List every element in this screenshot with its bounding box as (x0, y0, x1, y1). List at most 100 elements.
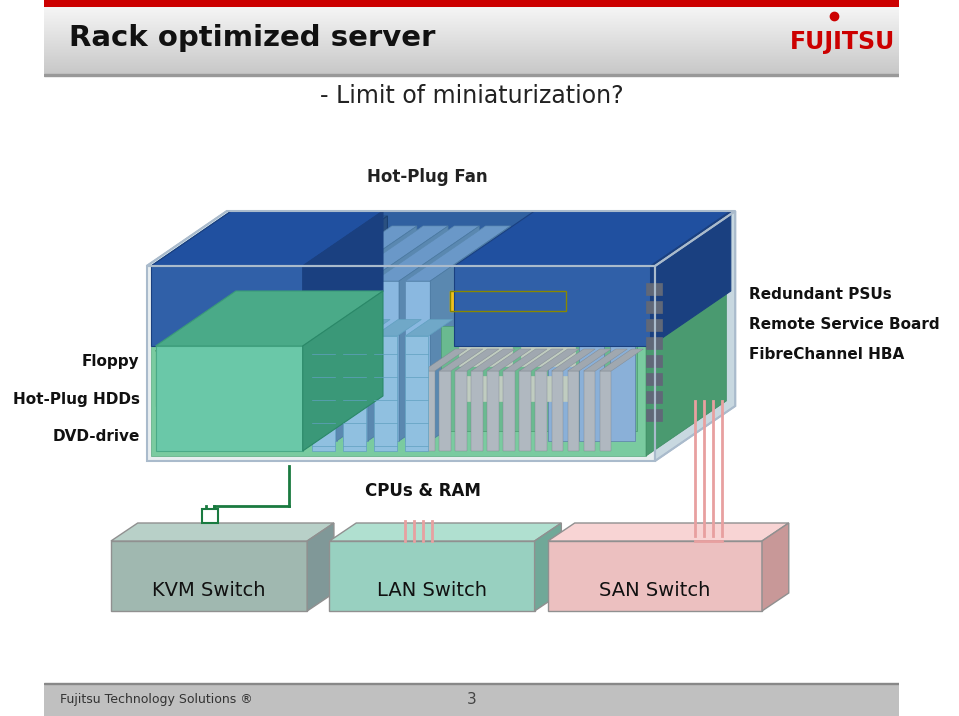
Polygon shape (152, 211, 383, 266)
Text: DVD-drive: DVD-drive (52, 428, 139, 443)
Bar (44, 49, 900, 50)
Bar (202, 509, 218, 523)
Bar (44, 10, 900, 11)
Polygon shape (551, 371, 563, 451)
Polygon shape (423, 349, 467, 371)
Polygon shape (152, 266, 303, 346)
Bar (44, 45, 900, 46)
Bar (44, 14, 900, 15)
Bar (44, 17, 900, 18)
Bar (44, 16, 900, 17)
Bar (44, 26, 900, 27)
Bar (458, 376, 512, 401)
Bar (44, 1, 900, 2)
Polygon shape (568, 349, 611, 371)
Bar (44, 50, 900, 51)
Bar (44, 74, 900, 75)
Polygon shape (439, 371, 451, 451)
Polygon shape (312, 281, 337, 441)
Text: Fujitsu Technology Solutions ®: Fujitsu Technology Solutions ® (60, 694, 253, 707)
Polygon shape (579, 248, 644, 276)
Bar (44, 72, 900, 73)
Text: Redundant PSUs: Redundant PSUs (749, 286, 891, 301)
Bar (44, 63, 900, 64)
Bar (646, 355, 662, 367)
Bar (44, 70, 900, 71)
Polygon shape (650, 211, 731, 346)
Polygon shape (330, 523, 561, 541)
Polygon shape (342, 281, 368, 441)
Bar (44, 64, 900, 65)
Bar (646, 409, 662, 421)
Polygon shape (456, 349, 499, 371)
Polygon shape (471, 349, 515, 371)
Bar (44, 0, 900, 1)
Bar (646, 283, 662, 295)
Bar (44, 683, 900, 684)
Bar (44, 52, 900, 53)
Bar (44, 11, 900, 12)
Bar (44, 56, 900, 57)
Bar (44, 54, 900, 55)
Bar (44, 46, 900, 47)
Polygon shape (152, 271, 646, 456)
Bar (44, 39, 900, 40)
Polygon shape (471, 371, 483, 451)
Polygon shape (431, 226, 510, 441)
Bar (44, 2, 900, 3)
Polygon shape (374, 336, 397, 451)
Polygon shape (399, 226, 480, 441)
Bar (44, 41, 900, 42)
Bar (44, 28, 900, 29)
Bar (44, 67, 900, 68)
Polygon shape (155, 346, 303, 451)
Bar (460, 291, 471, 311)
Polygon shape (535, 371, 547, 451)
Bar (44, 32, 900, 33)
Polygon shape (456, 371, 467, 451)
Polygon shape (579, 276, 604, 441)
Bar (646, 373, 662, 385)
Polygon shape (551, 349, 596, 371)
Bar (44, 13, 900, 14)
Polygon shape (534, 523, 561, 611)
Bar (44, 4, 900, 5)
Polygon shape (368, 226, 448, 441)
Polygon shape (155, 296, 352, 351)
Text: - Limit of miniaturization?: - Limit of miniaturization? (320, 84, 624, 108)
Bar (44, 40, 900, 41)
Bar (521, 376, 574, 401)
Polygon shape (548, 276, 573, 441)
Polygon shape (455, 266, 650, 346)
Bar (44, 35, 900, 36)
Bar (111, 541, 307, 611)
Bar (493, 291, 503, 311)
Bar (450, 291, 460, 311)
Polygon shape (337, 226, 417, 441)
Polygon shape (406, 226, 510, 281)
Bar (471, 291, 482, 311)
Polygon shape (610, 276, 636, 441)
Polygon shape (111, 523, 334, 541)
Polygon shape (610, 248, 675, 276)
Polygon shape (307, 216, 387, 346)
Polygon shape (374, 281, 399, 441)
Polygon shape (155, 271, 307, 346)
Polygon shape (646, 216, 726, 456)
Bar (535, 291, 547, 311)
Text: Rack optimized server: Rack optimized server (69, 24, 435, 52)
Polygon shape (599, 371, 611, 451)
Polygon shape (312, 226, 417, 281)
Bar (521, 341, 574, 366)
Bar (44, 684, 900, 716)
Polygon shape (406, 319, 453, 336)
Bar (44, 74, 900, 76)
Bar (44, 31, 900, 32)
Bar (44, 55, 900, 56)
Bar (44, 48, 900, 49)
Bar (503, 291, 514, 311)
Polygon shape (147, 211, 736, 266)
Bar (44, 24, 900, 25)
Bar (44, 69, 900, 70)
Polygon shape (584, 371, 596, 451)
